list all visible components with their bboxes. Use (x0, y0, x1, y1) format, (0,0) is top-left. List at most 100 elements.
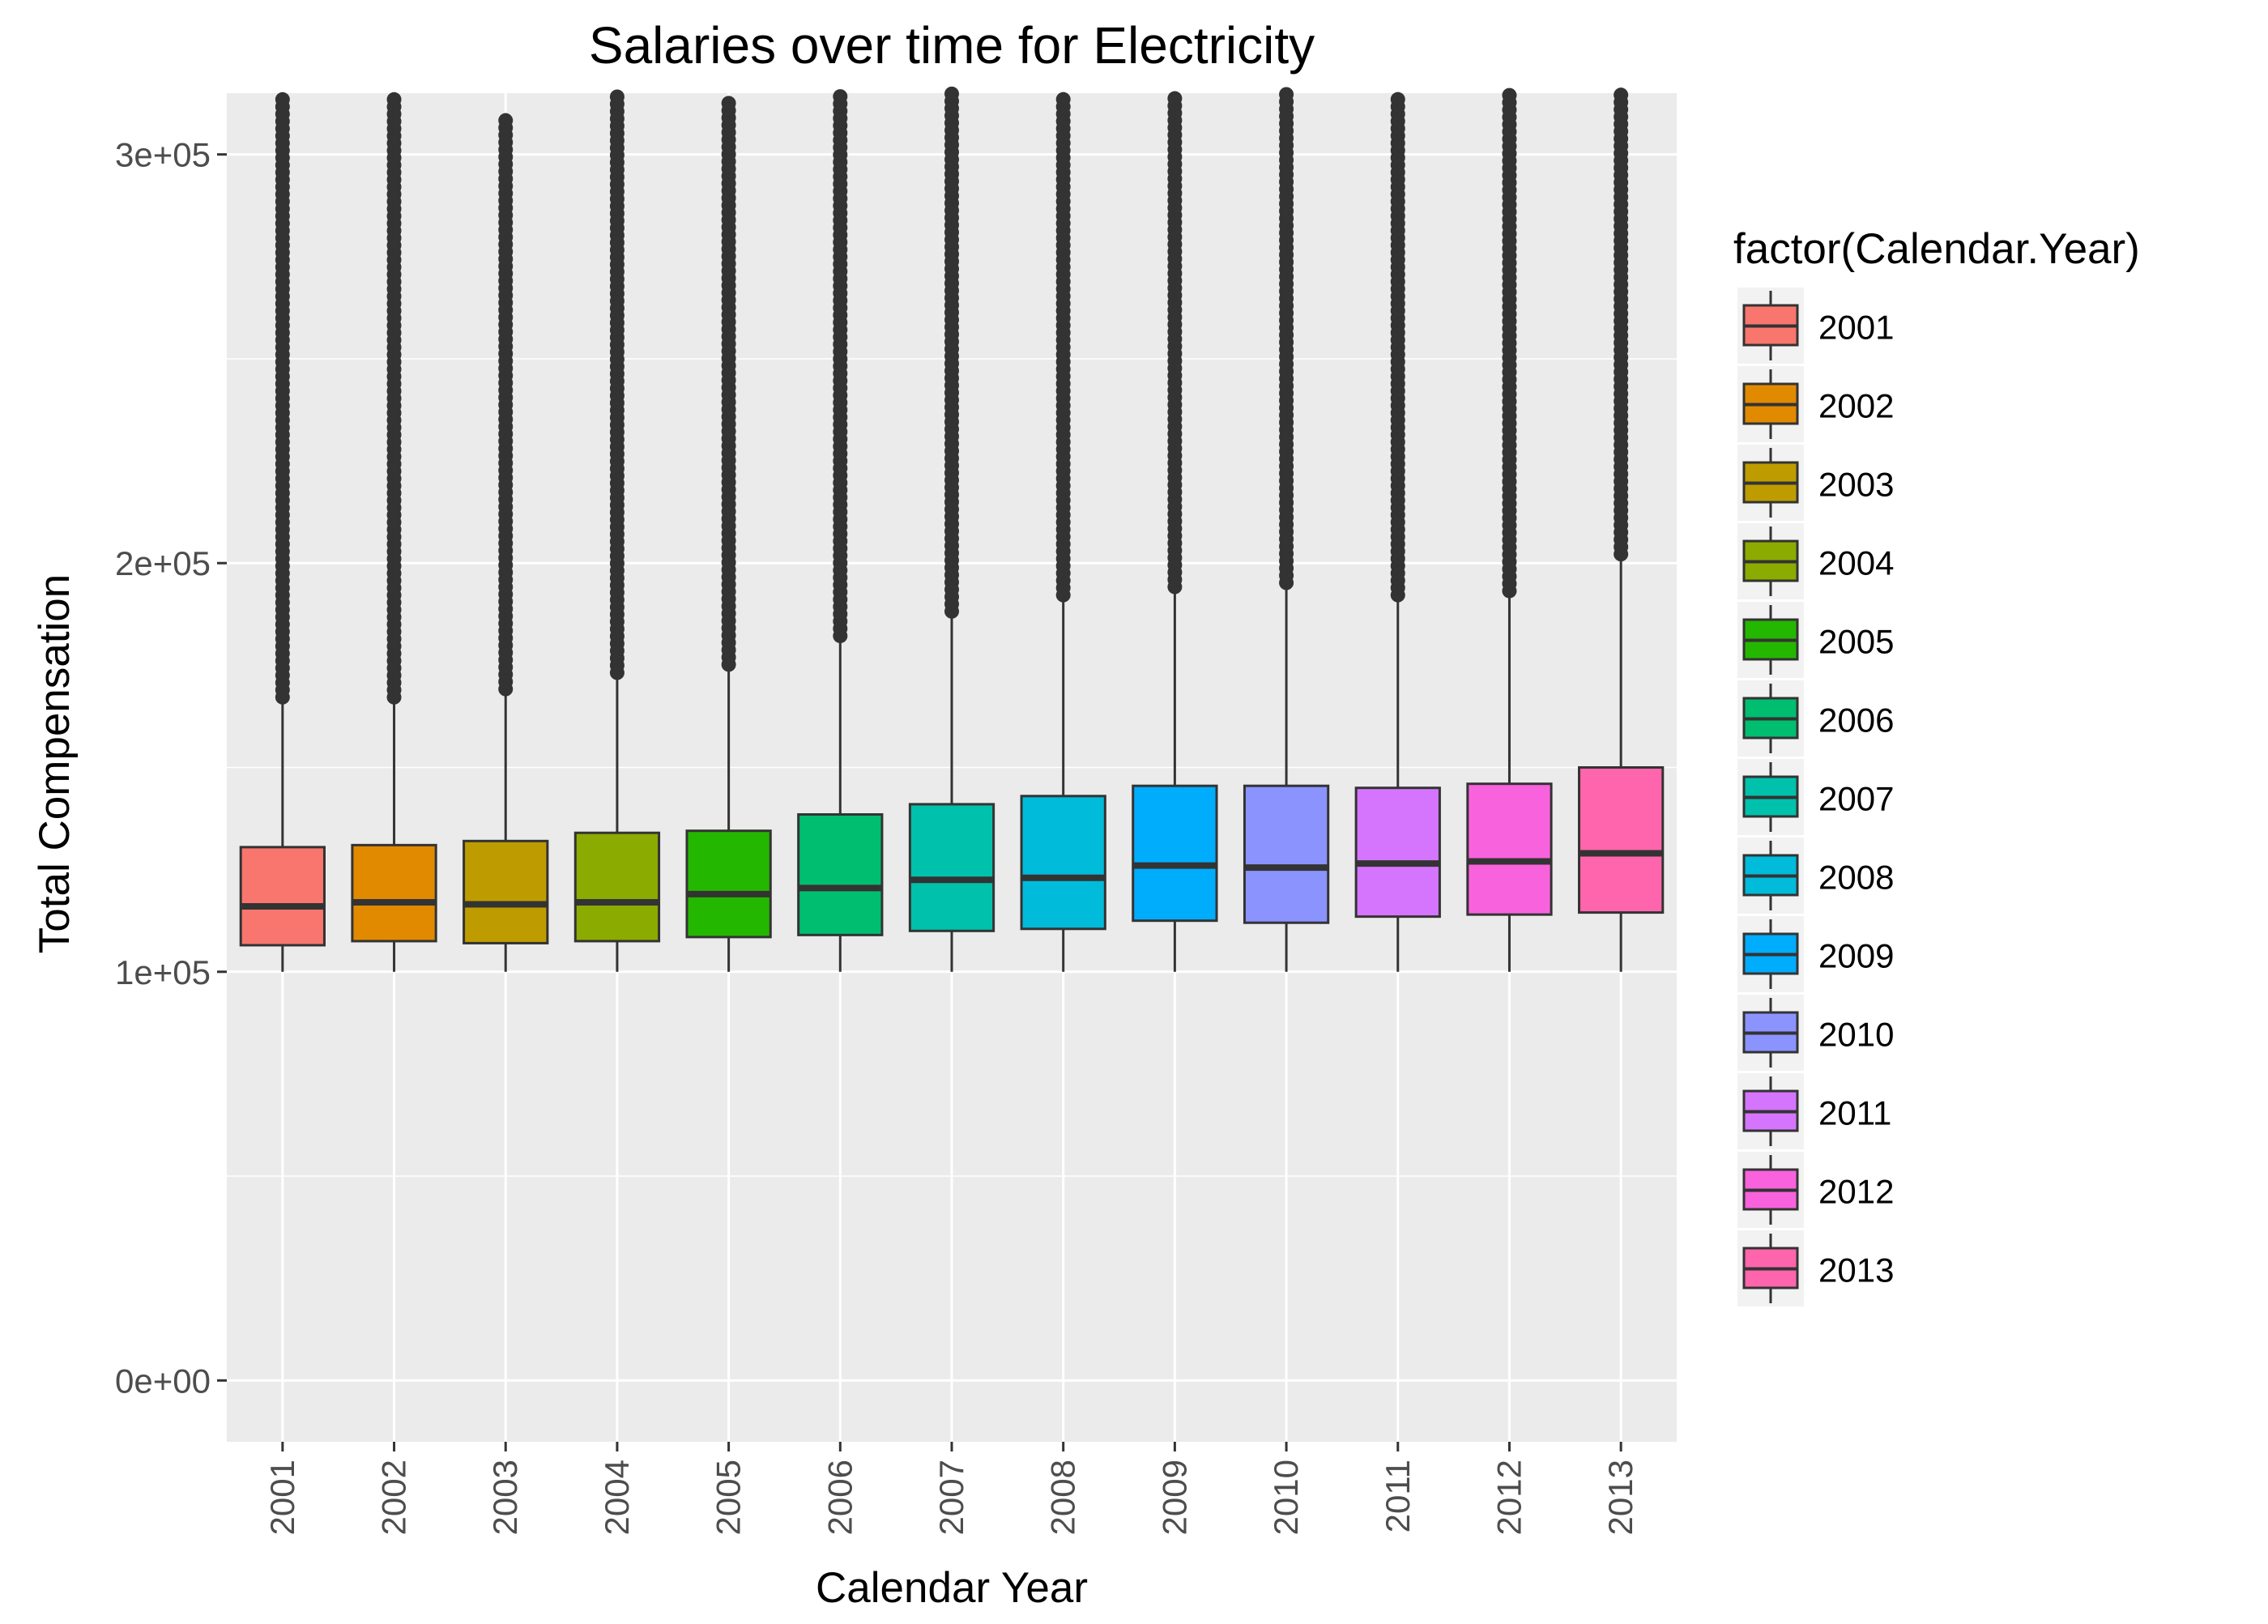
outlier-point (1390, 92, 1405, 107)
box-2013 (1578, 87, 1665, 972)
y-axis: 0e+00 1e+05 2e+05 3e+05 (115, 136, 227, 1400)
box-2012 (1466, 87, 1553, 972)
iqr-box (1132, 784, 1218, 923)
legend-item-2006: 2006 (1737, 680, 1894, 757)
legend-item-2008: 2008 (1737, 838, 1894, 914)
outliers-2012 (1502, 87, 1517, 599)
outliers-2011 (1390, 92, 1405, 603)
x-tick-label: 2001 (263, 1460, 301, 1535)
outliers-2003 (498, 113, 514, 697)
x-tick-label: 2004 (598, 1460, 636, 1535)
x-tick-label: 2007 (932, 1460, 970, 1535)
outlier-point (1502, 87, 1517, 103)
outliers-2008 (1055, 92, 1071, 603)
legend-item-2003: 2003 (1737, 445, 1894, 521)
outlier-point (609, 89, 625, 104)
x-tick-label: 2010 (1267, 1460, 1305, 1535)
outliers-2010 (1279, 87, 1294, 590)
box-2011 (1354, 92, 1441, 972)
legend-label: 2012 (1818, 1173, 1894, 1211)
iqr-box (351, 843, 437, 943)
legend-label: 2008 (1818, 859, 1894, 897)
outliers-2007 (944, 86, 959, 619)
outlier-point (1167, 91, 1183, 106)
chart-title: Salaries over time for Electricity (589, 16, 1315, 75)
iqr-box (1578, 766, 1665, 914)
outlier-point (1055, 92, 1071, 107)
legend-item-2013: 2013 (1737, 1230, 1894, 1306)
y-tick-label: 0e+00 (115, 1362, 211, 1400)
x-tick-label: 2005 (710, 1460, 748, 1535)
iqr-box (797, 813, 884, 936)
legend-item-2004: 2004 (1737, 523, 1894, 599)
legend-label: 2009 (1818, 937, 1894, 975)
legend: factor(Calendar.Year) 2001 2002 2003 2004 20… (1733, 225, 2140, 1306)
outlier-point (721, 96, 736, 111)
box-2002 (351, 92, 437, 972)
x-tick-label: 2008 (1044, 1460, 1082, 1535)
box-2006 (797, 89, 884, 972)
legend-label: 2002 (1818, 387, 1894, 425)
legend-label: 2013 (1818, 1251, 1894, 1289)
box-2005 (685, 96, 772, 972)
legend-label: 2005 (1818, 623, 1894, 661)
iqr-box (908, 803, 995, 932)
iqr-box (1020, 795, 1106, 931)
legend-item-2011: 2011 (1737, 1073, 1891, 1149)
legend-item-2007: 2007 (1737, 759, 1894, 835)
legend-title: factor(Calendar.Year) (1733, 225, 2140, 273)
outliers-2009 (1167, 91, 1183, 595)
x-tick-label: 2003 (486, 1460, 524, 1535)
legend-item-2009: 2009 (1737, 916, 1894, 992)
legend-label: 2001 (1818, 309, 1894, 347)
outlier-point (498, 113, 514, 128)
x-tick-label: 2009 (1155, 1460, 1193, 1535)
iqr-box (1466, 782, 1553, 916)
y-axis-title: Total Compensation (31, 574, 79, 953)
outliers-2001 (275, 92, 290, 705)
boxes-layer (239, 86, 1665, 972)
legend-item-2012: 2012 (1737, 1152, 1894, 1228)
outlier-point (833, 89, 848, 104)
legend-item-2001: 2001 (1737, 288, 1894, 364)
x-tick-label: 2013 (1601, 1460, 1639, 1535)
box-2003 (463, 113, 549, 972)
x-tick-label: 2002 (375, 1460, 413, 1535)
x-tick-label: 2011 (1379, 1460, 1417, 1532)
outliers-2004 (609, 89, 625, 680)
x-axis-title: Calendar Year (816, 1564, 1088, 1612)
legend-item-2005: 2005 (1737, 602, 1894, 678)
iqr-box (239, 846, 326, 947)
legend-label: 2010 (1818, 1016, 1894, 1054)
iqr-box (685, 829, 772, 939)
x-axis: 2001 2002 2003 2004 2005 2006 2007 2008 2009 2010… (263, 1442, 1639, 1535)
outlier-point (386, 92, 402, 107)
iqr-box (573, 831, 661, 943)
legend-item-2010: 2010 (1737, 995, 1894, 1071)
outlier-point (944, 86, 959, 101)
y-tick-label: 1e+05 (115, 953, 211, 991)
box-2001 (239, 92, 326, 972)
legend-label: 2004 (1818, 544, 1894, 582)
box-2004 (573, 89, 661, 972)
y-tick-label: 3e+05 (115, 136, 211, 174)
outlier-point (1279, 87, 1294, 102)
legend-label: 2011 (1818, 1094, 1891, 1132)
x-tick-label: 2006 (821, 1460, 859, 1535)
outlier-point (1614, 87, 1629, 103)
legend-label: 2007 (1818, 780, 1894, 818)
legend-label: 2006 (1818, 701, 1894, 740)
outliers-2005 (721, 96, 736, 672)
box-2010 (1243, 87, 1330, 972)
box-2008 (1020, 92, 1106, 972)
outliers-2002 (386, 92, 402, 705)
legend-item-2002: 2002 (1737, 366, 1894, 442)
outlier-point (275, 92, 290, 107)
outliers-2006 (833, 89, 848, 644)
box-2007 (908, 86, 995, 972)
x-tick-label: 2012 (1490, 1460, 1528, 1535)
iqr-box (1243, 784, 1330, 924)
y-tick-label: 2e+05 (115, 544, 211, 582)
